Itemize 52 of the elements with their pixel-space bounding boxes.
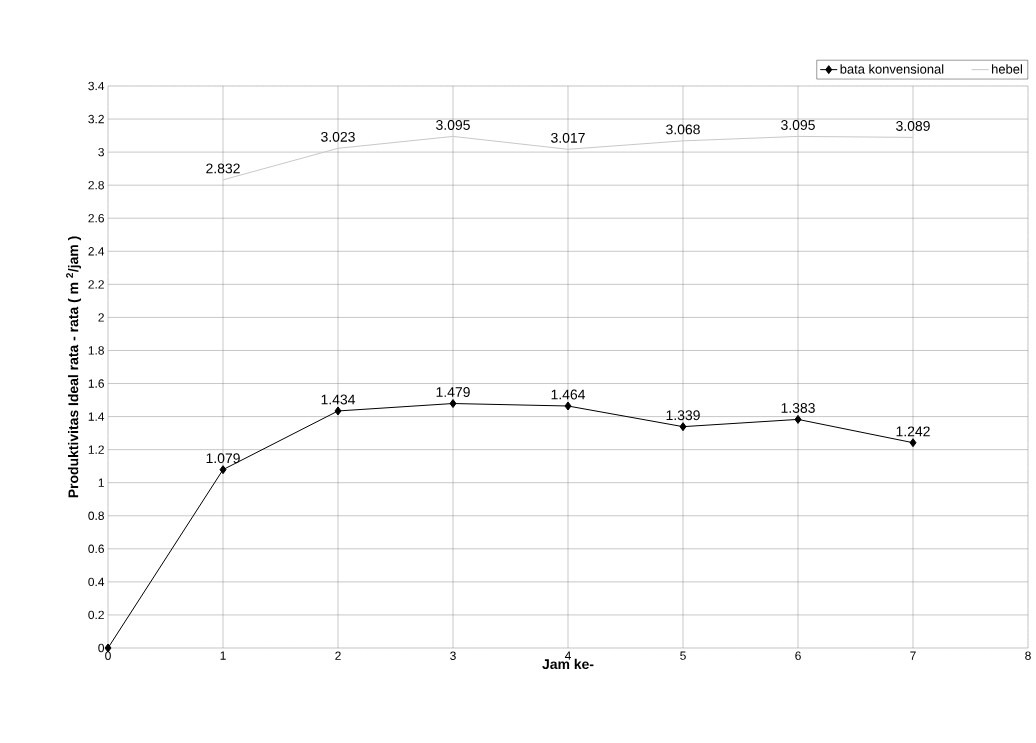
data-label: 1.479: [436, 387, 470, 398]
y-tick-label: 3: [98, 147, 104, 157]
point: [909, 438, 917, 448]
y-tick-label: 0.2: [88, 610, 104, 620]
x-tick-label: 4: [564, 651, 571, 660]
data-label: 1.434: [321, 394, 356, 405]
y-tick-label: 0.6: [88, 544, 104, 554]
data-label: 1.242: [896, 426, 930, 437]
y-tick-label: 1.6: [88, 379, 104, 388]
data-label: 3.023: [321, 131, 355, 142]
point: [564, 401, 572, 411]
y-tick-label: 2.8: [88, 180, 104, 190]
x-tick-label: 0: [105, 651, 111, 660]
y-tick-label: 2.4: [88, 247, 105, 256]
y-tick-label: 1: [98, 478, 104, 487]
data-label: 3.068: [666, 124, 700, 135]
x-tick-label: 2: [335, 651, 341, 660]
y-tick-label: 1.8: [88, 346, 104, 355]
point: [334, 406, 342, 416]
y-tick-label: 2.2: [88, 280, 104, 289]
data-label: 1.079: [206, 453, 240, 464]
x-tick-label: 6: [795, 651, 801, 660]
point: [794, 414, 802, 424]
x-axis-title: Jam ke-: [542, 658, 594, 670]
x-tick-label: 1: [220, 651, 226, 660]
y-tick-label: 1.4: [88, 412, 105, 421]
point: [449, 399, 457, 409]
y-tick-label: 0.4: [88, 577, 105, 587]
y-tick-label: 0.8: [88, 511, 104, 520]
data-label: 3.017: [551, 132, 585, 143]
y-tick-label: 3.4: [88, 81, 105, 91]
data-label: 3.095: [436, 120, 470, 130]
y-tick-label: 3.2: [88, 114, 104, 124]
x-tick-label: 5: [680, 651, 686, 660]
y-axis-title: Produktivitas Ideal rata - rata ( m $^{2}$/jam ): [66, 236, 82, 498]
x-tick-label: 8: [1025, 651, 1031, 660]
legend-label: hebel: [992, 64, 1022, 74]
y-tick-label: 1.2: [88, 445, 104, 454]
data-label: 3.089: [896, 120, 930, 131]
data-label: 1.383: [781, 402, 815, 413]
legend-label: bata konvensional: [840, 64, 944, 74]
x-tick-label: 7: [910, 651, 916, 660]
data-label: 3.095: [781, 120, 815, 130]
y-tick-label: 0: [98, 643, 105, 653]
data-label: 1.464: [551, 389, 586, 400]
point: [219, 465, 227, 475]
data-label: 1.339: [666, 410, 700, 421]
y-tick-label: 2.6: [88, 214, 104, 223]
point: [679, 422, 687, 432]
data-label: 2.832: [206, 163, 240, 174]
x-tick-label: 3: [450, 651, 456, 660]
y-tick-label: 2: [98, 313, 104, 322]
